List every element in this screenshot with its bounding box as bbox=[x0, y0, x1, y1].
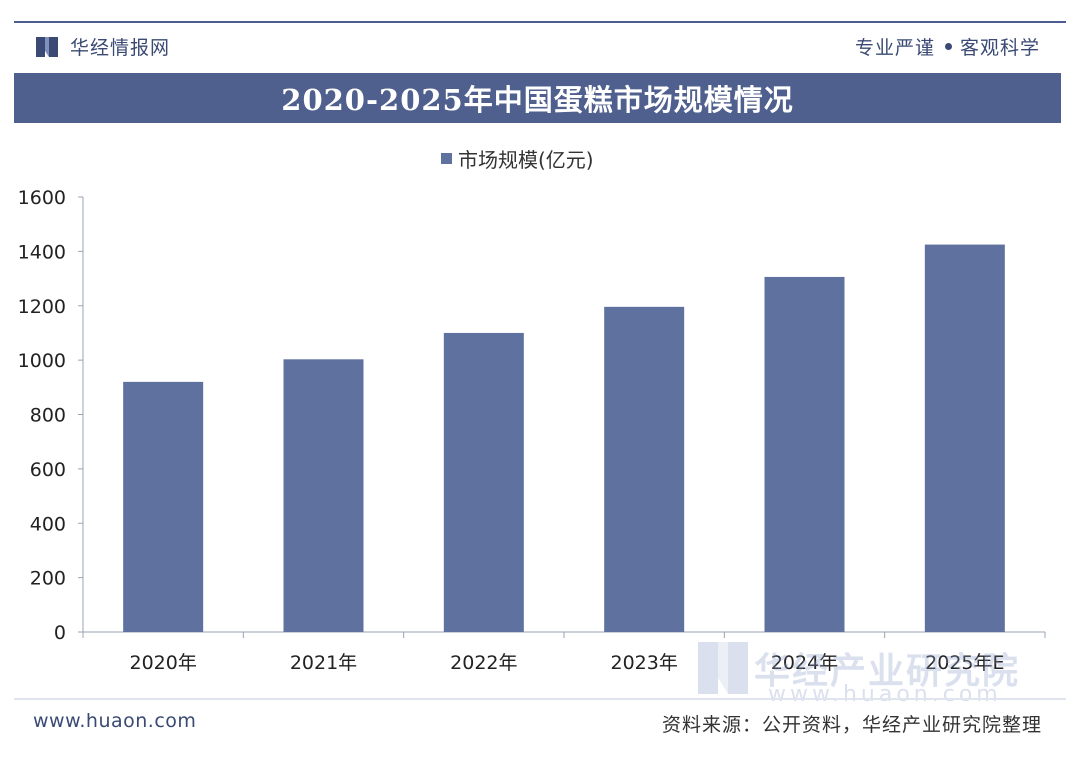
y-tick-label: 0 bbox=[54, 622, 66, 644]
bar-2 bbox=[443, 332, 524, 632]
slogan-right: 客观科学 bbox=[959, 37, 1040, 59]
bar-0 bbox=[123, 381, 204, 632]
y-tick-label: 1200 bbox=[18, 296, 66, 318]
slogan: 专业严谨 客观科学 bbox=[855, 33, 1040, 60]
brand-name: 华经情报网 bbox=[70, 37, 171, 59]
legend-label: 市场规模(亿元) bbox=[458, 148, 594, 172]
x-tick-label: 2021年 bbox=[290, 652, 357, 674]
y-tick-label: 200 bbox=[30, 568, 66, 590]
y-tick-label: 1600 bbox=[18, 187, 66, 209]
bar-chart: 0 200 400 600 800 1000 1200 1400 1600 2020年 2021年 2… bbox=[18, 187, 1046, 674]
source-note: 资料来源：公开资料，华经产业研究院整理 bbox=[661, 714, 1042, 736]
bar-3 bbox=[604, 306, 685, 632]
x-tick-label: 2022年 bbox=[450, 652, 517, 674]
y-tick-label: 1400 bbox=[18, 241, 66, 263]
chart-title-bar: 2020-2025年中国蛋糕市场规模情况 bbox=[14, 73, 1061, 123]
x-tick-label: 2025年E bbox=[925, 652, 1004, 674]
x-tick-label: 2023年 bbox=[610, 652, 677, 674]
x-tick-label: 2020年 bbox=[129, 652, 196, 674]
website-link[interactable]: www.huaon.com bbox=[33, 710, 197, 732]
y-tick-label: 800 bbox=[30, 405, 66, 427]
chart-title: 2020-2025年中国蛋糕市场规模情况 bbox=[281, 83, 794, 117]
x-tick-label: 2024年 bbox=[771, 652, 838, 674]
y-tick-label: 1000 bbox=[18, 350, 66, 372]
y-tick-label: 400 bbox=[30, 513, 66, 535]
legend-swatch-icon bbox=[441, 153, 452, 164]
legend: 市场规模(亿元) bbox=[441, 144, 594, 173]
brand: 华经情报网 bbox=[36, 33, 170, 60]
y-tick-label: 600 bbox=[30, 459, 66, 481]
footer-rule bbox=[14, 698, 1066, 700]
bar-1 bbox=[283, 359, 364, 632]
slogan-left: 专业严谨 bbox=[854, 37, 935, 59]
bar-5 bbox=[924, 244, 1005, 632]
top-rule bbox=[14, 21, 1066, 23]
bar-4 bbox=[764, 276, 845, 632]
brand-logo-icon bbox=[36, 36, 58, 57]
slogan-dot-icon bbox=[944, 43, 952, 50]
